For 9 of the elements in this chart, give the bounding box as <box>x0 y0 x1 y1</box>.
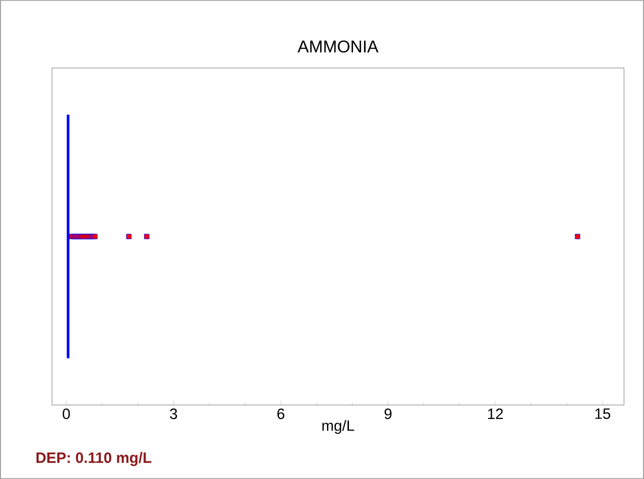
x-tick-label: 9 <box>384 408 392 420</box>
x-axis-title: mg/L <box>322 420 354 434</box>
x-tick-label: 0 <box>62 408 70 420</box>
chart-title: AMMONIA <box>298 40 378 53</box>
x-tick-label: 3 <box>170 408 178 420</box>
x-tick-label: 12 <box>488 408 503 419</box>
x-tick-label: 15 <box>595 408 610 419</box>
text: DEP: 0.110 mg/L <box>36 452 152 466</box>
x-tick-label: 6 <box>277 408 284 420</box>
